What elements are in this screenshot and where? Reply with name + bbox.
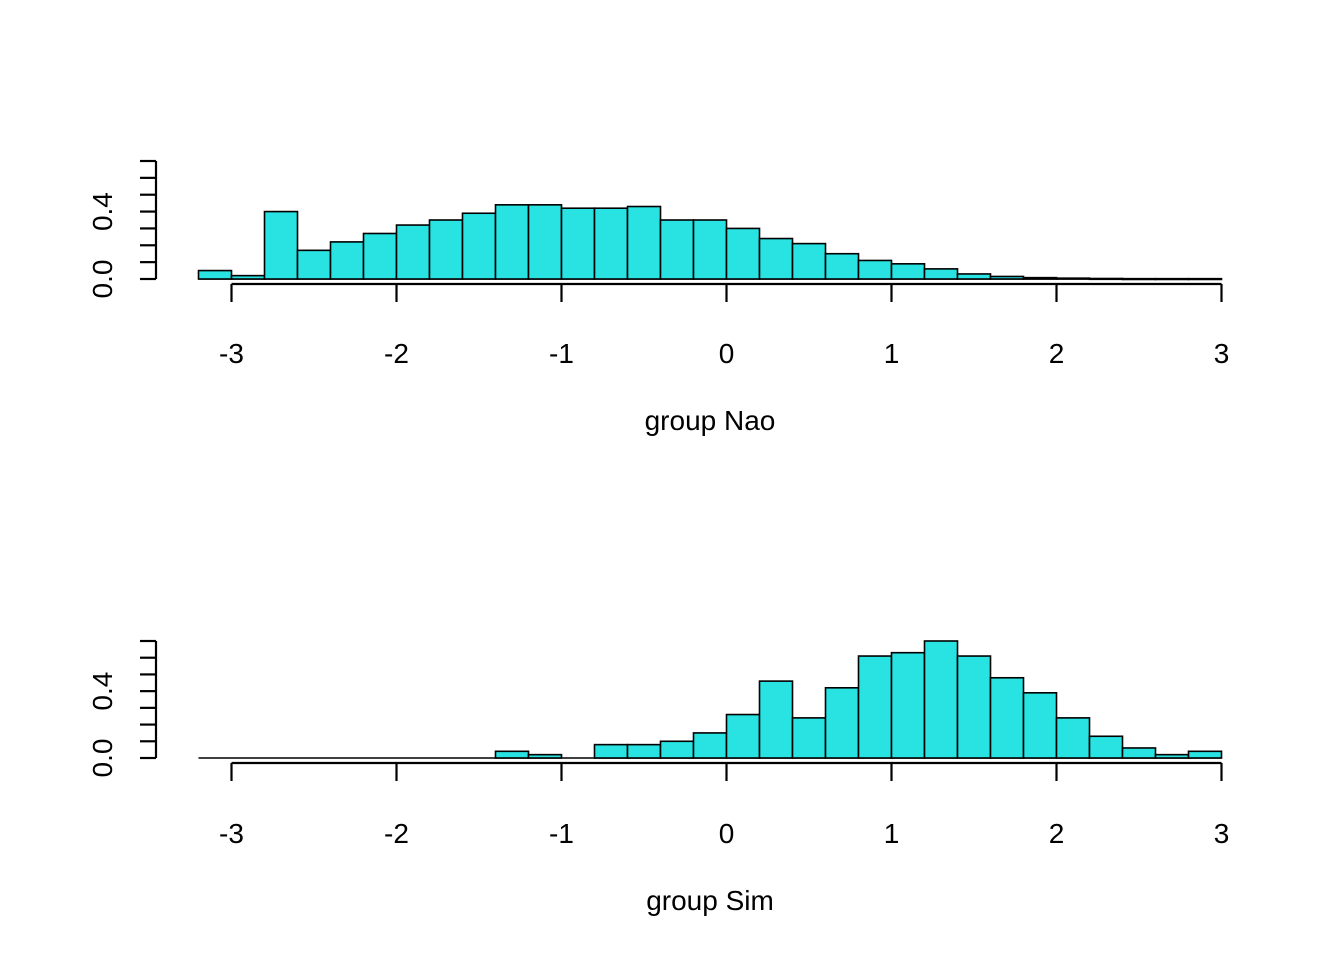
- histogram-bar: [725, 227, 761, 280]
- x-tick-label: -2: [384, 818, 409, 849]
- histogram-bar: [989, 275, 1025, 280]
- histogram-bar: [296, 249, 332, 280]
- histogram-bar: [923, 268, 959, 280]
- histogram-bar: [692, 219, 728, 280]
- x-tick-label: -2: [384, 338, 409, 369]
- x-tick-label: -3: [219, 338, 244, 369]
- histogram-bar: [428, 219, 464, 280]
- x-tick-label: 3: [1214, 338, 1230, 369]
- histogram-bar: [362, 232, 398, 280]
- x-axis-title: group Nao: [645, 405, 776, 436]
- histogram-bar: [527, 204, 563, 280]
- histogram-bar: [1022, 692, 1058, 759]
- histogram-bar: [263, 210, 299, 280]
- histogram-bar: [857, 655, 893, 759]
- histogram-bar: [1088, 735, 1124, 759]
- histogram-bar: [1088, 277, 1124, 281]
- histogram-bar: [890, 263, 926, 280]
- histogram-bar: [1121, 747, 1157, 759]
- histogram-bar: [692, 732, 728, 759]
- histogram-bar: [659, 740, 695, 759]
- histogram-bar: [791, 717, 827, 759]
- histogram-bar: [593, 207, 629, 280]
- histogram-bar: [1154, 753, 1190, 759]
- histogram-bar: [923, 640, 959, 759]
- x-tick-label: -1: [549, 338, 574, 369]
- histogram-bar: [230, 274, 266, 280]
- x-tick-label: 3: [1214, 818, 1230, 849]
- x-tick-label: 0: [719, 818, 735, 849]
- histogram-bar: [626, 205, 662, 280]
- panel-group-sim: -3 -2 -1 0 1 2 3 0.0 0.4 group Sim: [87, 639, 1230, 916]
- histogram-bar: [956, 273, 992, 280]
- x-axis-title: group Sim: [646, 885, 774, 916]
- x-tick-label: 1: [884, 818, 900, 849]
- x-tick-label: 2: [1049, 338, 1065, 369]
- histogram-bar: [1187, 277, 1223, 281]
- histogram-bar: [1121, 277, 1157, 281]
- histogram-bar: [890, 651, 926, 759]
- histogram-bar: [989, 676, 1025, 759]
- x-tick-label: 0: [719, 338, 735, 369]
- histogram-bar: [494, 204, 530, 280]
- histogram-bar: [494, 750, 530, 759]
- histogram-bar: [659, 219, 695, 280]
- histogram-bar: [956, 655, 992, 759]
- x-tick-label: -1: [549, 818, 574, 849]
- histogram-bar: [1055, 717, 1091, 759]
- histogram-bar: [824, 686, 860, 759]
- x-tick-label: 2: [1049, 818, 1065, 849]
- histogram-bar: [791, 242, 827, 280]
- histogram-bar: [1055, 277, 1091, 280]
- x-tick-label: 1: [884, 338, 900, 369]
- histogram-bar: [560, 207, 596, 280]
- histogram-bar: [758, 680, 794, 759]
- histogram-bar: [395, 224, 431, 280]
- histogram-bar: [593, 743, 629, 759]
- histogram-bar: [1022, 276, 1058, 280]
- y-tick-label: 0.4: [87, 672, 118, 711]
- histogram-bar: [197, 269, 233, 280]
- histogram-bar: [758, 237, 794, 280]
- y-tick-label: 0.4: [87, 192, 118, 231]
- y-tick-label: 0.0: [87, 260, 118, 299]
- histogram-bar: [527, 753, 563, 759]
- histogram-bar: [725, 713, 761, 759]
- histogram-bar: [329, 241, 365, 280]
- x-tick-label: -3: [219, 818, 244, 849]
- histogram-bar: [824, 252, 860, 280]
- histogram-bar: [626, 743, 662, 759]
- panel-group-nao: -3 -2 -1 0 1 2 3 0.0 0.4 group Nao: [87, 159, 1230, 436]
- histogram-bar: [1154, 277, 1190, 281]
- y-tick-label: 0.0: [87, 739, 118, 778]
- histogram-bar: [461, 212, 497, 280]
- histogram-bar: [857, 259, 893, 280]
- histogram-bar: [1187, 750, 1223, 759]
